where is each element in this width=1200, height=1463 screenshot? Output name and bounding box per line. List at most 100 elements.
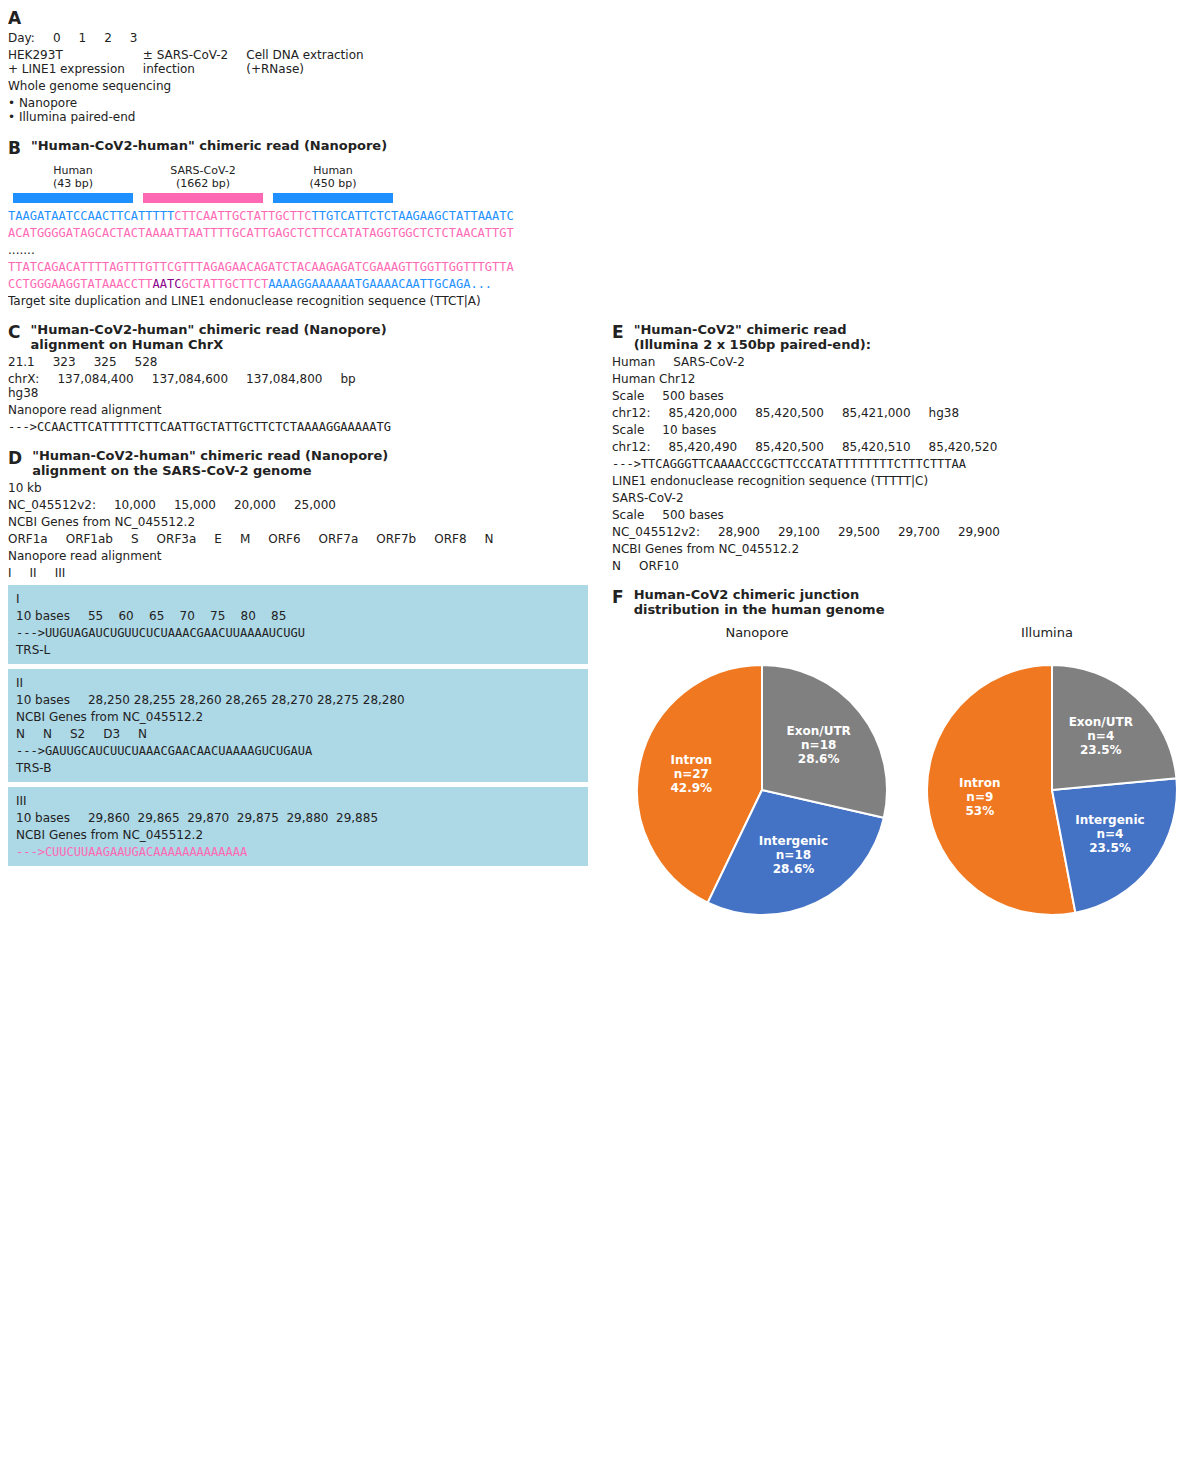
html-text:--->TTCAGGGTTCAAAACCCGCTTCCCAT: --->TTCAGGGTTCAAAACCCGCTTCCCATATTT TTTTT… [612,457,966,471]
html-text:Human: Human [612,355,656,369]
html-text:10 kb: 10 kb [8,481,42,495]
html-text:10 bases: 10 bases [16,811,70,825]
html-text:"Human-CoV2-human" chimeric re: "Human-CoV2-human" chimeric read (Nanopo… [31,138,388,153]
html-text:--->CCAACTTCATTTTT CTTCAATTGCT: --->CCAACTTCATTTTT CTTCAATTGCTATTGCTTC T… [8,420,391,434]
svg-text:Intergenicn=423.5%: Intergenicn=423.5% [1075,813,1144,855]
html-text:85,420,500: 85,420,500 [755,440,824,454]
html-text:Nanopore read alignment: Nanopore read alignment [8,549,162,563]
html-text:hg38: hg38 [928,406,960,420]
html-text:137,084,600: 137,084,600 [151,372,229,386]
html-text:137,084,800: 137,084,800 [246,372,323,386]
html-text:29,860 29,865 29,870 29,875 29: 29,860 29,865 29,870 29,875 29,880 29,88… [88,811,378,825]
html-text:D: D [8,448,23,468]
html-text:TTATCAGACATTTTAGTTTGTTCGTTTAGA: TTATCAGACATTTTAGTTTGTTCGTTTAGAGAACAGATCT… [8,260,514,274]
html-text:500 bases: 500 bases [662,389,724,403]
html-text:LINE1 endonuclease recognition: LINE1 endonuclease recognition sequence … [612,474,929,488]
html-text:ORF8: ORF8 [434,532,467,546]
html-text:Day:: Day: [8,31,35,45]
html-text:Scale: Scale [612,389,645,403]
svg-text:Exon/UTRn=1828.6%: Exon/UTRn=1828.6% [787,724,851,766]
html-text:chr12:: chr12: [612,406,651,420]
html-text:± SARS-CoV-2 infection: ± SARS-CoV-2 infection [142,48,229,76]
html-text:28,900: 28,900 [718,525,760,539]
html-text:ORF6: ORF6 [268,532,301,546]
html-text:--->GAUUGCAUCUUCUAAA CGAAC AAC: --->GAUUGCAUCUUCUAAA CGAAC AACUAAAAGUCUG… [16,744,313,758]
html-text:55 60 65 70 75 80 85: 55 60 65 70 75 80 85 [88,609,287,623]
html-text:28,250 28,255 28,260 28,265 28: 28,250 28,255 28,260 28,265 28,270 28,27… [88,693,405,707]
html-text:10 bases: 10 bases [16,609,70,623]
html-text:15,000: 15,000 [174,498,216,512]
html-text:528: 528 [134,355,158,369]
html-text:NC_045512v2:: NC_045512v2: [8,498,96,512]
html-text:NCBI Genes from NC_045512.2: NCBI Genes from NC_045512.2 [16,710,203,724]
html-text:25,000: 25,000 [294,498,336,512]
html-text:ORF3a: ORF3a [156,532,197,546]
svg-text:Intronn=2742.9%: Intronn=2742.9% [670,753,712,795]
html-text:S2: S2 [70,727,86,741]
html-text:--->CUUCUUAAGAAUGACAAAAAAAAAAA: --->CUUCUUAAGAAUGACAAAAAAAAAAAAA [16,845,248,859]
html-text:85,420,000: 85,420,000 [668,406,738,420]
html-text:325: 325 [93,355,117,369]
html-text:ORF1a: ORF1a [8,532,48,546]
html-text:Nanopore read alignment: Nanopore read alignment [8,403,162,417]
html-text:85,420,520: 85,420,520 [928,440,998,454]
html-text:ORF7b: ORF7b [376,532,417,546]
html-text:323: 323 [52,355,76,369]
html-text:Human (450 bp): Human (450 bp) [309,164,357,190]
html-text:SARS-CoV-2: SARS-CoV-2 [673,355,745,369]
html-text:ORF7a: ORF7a [318,532,359,546]
html-text:ORF10: ORF10 [639,559,679,573]
svg-text:Exon/UTRn=423.5%: Exon/UTRn=423.5% [1069,715,1133,757]
html-text:85,420,490: 85,420,490 [668,440,738,454]
svg-text:Intergenicn=1828.6%: Intergenicn=1828.6% [759,834,828,876]
html-text:Scale: Scale [612,423,645,437]
html-text:137,084,400: 137,084,400 [57,372,134,386]
html-text:HEK293T + LINE1 expression: HEK293T + LINE1 expression [8,48,125,76]
html-text:Human (43 bp): Human (43 bp) [53,164,93,190]
html-text:21.1: 21.1 [8,355,35,369]
html-text:85,420,510: 85,420,510 [841,440,911,454]
html-text:Scale: Scale [612,508,645,522]
html-text:--->UUGUAGAUCUGUUCUCUAAA CGAAC: --->UUGUAGAUCUGUUCUCUAAA CGAAC UUAAAAUCU… [16,626,305,640]
html-text:Nanopore: Nanopore [725,625,789,640]
html-text:bp: bp [340,372,356,386]
html-text:D3: D3 [103,727,121,741]
html-text:20,000: 20,000 [234,498,276,512]
html-text:29,100: 29,100 [778,525,820,539]
html-text:NCBI Genes from NC_045512.2: NCBI Genes from NC_045512.2 [16,828,203,842]
html-text:NC_045512v2:: NC_045512v2: [612,525,700,539]
html-text:10,000: 10,000 [114,498,156,512]
html-text:CCTGGGAAGGTATAAAC CTT AATC GCT: CCTGGGAAGGTATAAAC CTT AATC GCTATTGCTTCT … [8,277,493,291]
html-text:chrX: hg38: chrX: hg38 [8,372,40,400]
html-text:TRS-B: TRS-B [16,761,52,775]
html-text:85,421,000: 85,421,000 [841,406,911,420]
html-text:"Human-CoV2" chimeric read (Il: "Human-CoV2" chimeric read (Illumina 2 x… [633,322,871,352]
html-text:chr12:: chr12: [612,440,651,454]
html-text:"Human-CoV2-human" chimeric re: "Human-CoV2-human" chimeric read (Nanopo… [32,448,389,478]
html-text:29,500: 29,500 [838,525,880,539]
html-text:Human-CoV2 chimeric junction d: Human-CoV2 chimeric junction distributio… [633,587,885,617]
html-text:10 bases: 10 bases [662,423,717,437]
html-text:NCBI Genes from NC_045512.2: NCBI Genes from NC_045512.2 [612,542,799,556]
html-text:Whole genome sequencing: Whole genome sequencing [8,79,172,93]
html-text:Cell DNA extraction (+RNase): Cell DNA extraction (+RNase) [246,48,364,76]
html-text:SARS-CoV-2: SARS-CoV-2 [612,491,684,505]
html-text:29,900: 29,900 [958,525,1000,539]
html-text:• Nanopore • Illumina paired-e: • Nanopore • Illumina paired-end [8,96,136,124]
html-text:"Human-CoV2-human" chimeric re: "Human-CoV2-human" chimeric read (Nanopo… [30,322,387,352]
html-text:ORF1ab: ORF1ab [65,532,113,546]
html-text:29,700: 29,700 [898,525,940,539]
html-text:10 bases: 10 bases [16,693,70,707]
html-text:SARS-CoV-2 (1662 bp): SARS-CoV-2 (1662 bp) [170,164,236,190]
html-text:85,420,500: 85,420,500 [755,406,824,420]
html-text:ACATGGGGATAGCACTACTAAAATTAATTT: ACATGGGGATAGCACTACTAAAATTAATTTTGCATTGAGC… [8,226,514,240]
html-text:TAAGATAATCCAACTTCATTTTT CTTCAA: TAAGATAATCCAACTTCATTTTT CTTCAATTGCTATTGC… [8,209,514,223]
html-text:Target site duplication and LI: Target site duplication and LINE1 endonu… [8,294,481,308]
html-text:Illumina: Illumina [1021,625,1073,640]
html-text:A: A [8,8,22,28]
html-text:TRS-L: TRS-L [16,643,51,657]
html-text:500 bases: 500 bases [662,508,724,522]
html-text:Human Chr12: Human Chr12 [612,372,696,386]
svg-text:Intronn=953%: Intronn=953% [959,776,1000,818]
html-text:NCBI Genes from NC_045512.2: NCBI Genes from NC_045512.2 [8,515,195,529]
